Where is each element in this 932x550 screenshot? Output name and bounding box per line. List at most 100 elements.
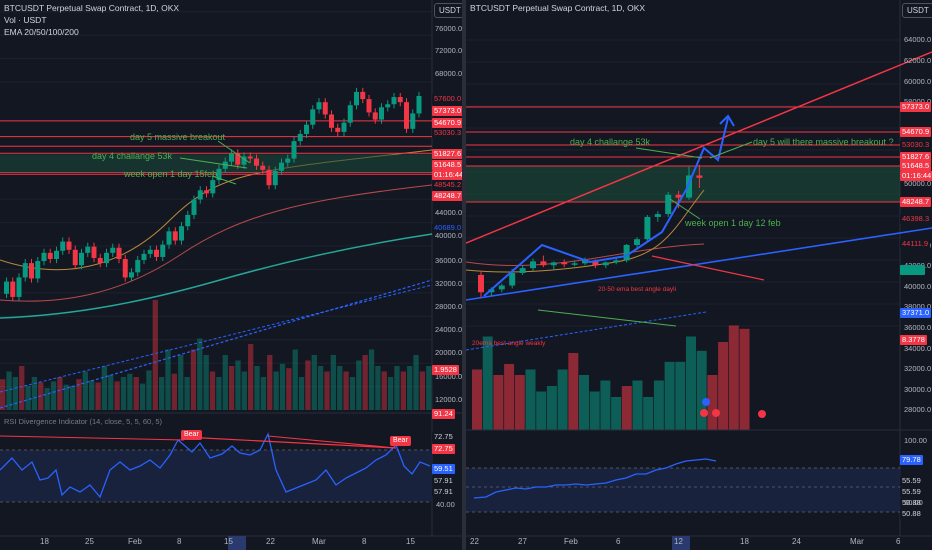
left-candle-body-0 [4, 281, 9, 294]
right-candle-body-12 [602, 262, 609, 266]
right-price-tick-1: 62000.0 [904, 56, 932, 65]
left-price-tick-2: 68000.0 [435, 69, 463, 78]
left-candle-body-9 [60, 241, 66, 251]
left-candle-body-2 [16, 277, 22, 297]
left-candle-body-26 [166, 231, 172, 245]
right-price-tag-6: 48248.7 [900, 197, 932, 207]
right-volume-bar-17 [653, 380, 664, 430]
right-event-icon-1 [700, 409, 708, 417]
left-volume-bar-16 [101, 366, 108, 410]
left-annot-arrow-1 [217, 140, 251, 164]
right-volume-bar-19 [675, 361, 686, 430]
left-chart-pane[interactable]: BTCUSDT Perpetual Swap Contract, 1D, OKX… [0, 0, 466, 550]
left-candle-body-51 [322, 102, 328, 115]
left-volume-bar-31 [197, 338, 203, 410]
left-candle-body-39 [247, 156, 253, 159]
left-vol-label: Vol · USDT [4, 15, 47, 25]
right-blue-arrowhead [719, 114, 735, 127]
left-volume-bar-13 [82, 371, 88, 410]
left-candle-body-54 [341, 122, 347, 132]
left-volume-bar-7 [44, 388, 50, 410]
right-chart-pane[interactable]: BTCUSDT Perpetual Swap Contract, 1D, OKX… [466, 0, 932, 550]
left-currency-button[interactable]: USDT [434, 3, 466, 18]
left-volume-bar-53 [337, 366, 343, 410]
left-candle-body-6 [41, 252, 47, 262]
left-trend-line [0, 284, 433, 393]
left-candle-body-8 [54, 250, 59, 259]
left-candle-body-62 [391, 97, 397, 105]
left-candle-body-30 [191, 199, 197, 215]
right-rsi-tick-1: 50.00 [904, 498, 923, 507]
right-volume-bar-21 [696, 350, 707, 430]
left-price-tag-6: 01:16:44 [432, 170, 466, 180]
right-x-selection [672, 536, 690, 550]
left-rsi-divergence-0 [0, 435, 185, 441]
left-volume-bar-8 [50, 381, 57, 410]
right-chart-canvas[interactable] [466, 0, 932, 550]
left-volume-bar-34 [216, 377, 222, 410]
left-price-tick-12: 12000.0 [435, 395, 463, 404]
left-volume-bar-47 [298, 377, 305, 410]
right-candle-body-0 [478, 274, 484, 293]
left-ema50-line [0, 184, 433, 302]
right-price-tag-0: 57373.0 [900, 102, 932, 112]
right-rsi-tag-2: 55.59 [900, 487, 923, 497]
left-volume-bar-2 [12, 377, 19, 410]
left-volume-bar-52 [330, 355, 337, 410]
left-volume-bar-57 [362, 355, 368, 410]
right-candle-body-20 [686, 175, 692, 198]
right-chart-title: BTCUSDT Perpetual Swap Contract, 1D, OKX [470, 3, 646, 13]
right-currency-button[interactable]: USDT [902, 3, 932, 18]
right-x-tick-5: 18 [740, 537, 749, 546]
right-rsi-band [466, 468, 900, 512]
left-price-tick-5: 40000.0 [435, 231, 463, 240]
right-price-tick-13: 28000.0 [904, 405, 932, 414]
pane-divider[interactable] [462, 0, 466, 550]
right-volume-bar-2 [493, 375, 504, 430]
right-annotation-week-open: week open 1 day 12 feb [685, 218, 781, 228]
right-volume-bar-16 [643, 397, 654, 430]
left-annotation-day4: day 4 challange 53k [92, 151, 173, 161]
right-x-tick-6: 24 [792, 537, 801, 546]
left-candle-body-5 [35, 261, 41, 279]
left-candle-body-65 [410, 113, 416, 129]
left-candle-body-13 [85, 246, 91, 253]
left-volume-bar-28 [178, 355, 184, 410]
right-x-tick-8: 6 [896, 537, 901, 546]
left-x-tick-7: 8 [362, 537, 367, 546]
left-price-tick-8: 28000.0 [435, 302, 463, 311]
left-rsi-divergence-2 [267, 435, 397, 449]
left-volume-bar-56 [356, 360, 362, 410]
right-event-icon-0 [702, 398, 710, 406]
left-ema-label: EMA 20/50/100/200 [4, 27, 79, 37]
right-candle-body-5 [530, 261, 536, 269]
left-volume-bar-42 [267, 355, 273, 410]
left-volume-bar-40 [254, 366, 260, 410]
left-volume-bar-43 [273, 371, 279, 410]
left-x-tick-2: Feb [128, 537, 142, 546]
left-candle-body-28 [179, 226, 184, 241]
left-annotation-day5: day 5 massive breakout [130, 132, 226, 142]
right-rsi-tick-0: 100.00 [904, 436, 927, 445]
left-price-tick-10: 20000.0 [435, 348, 463, 357]
left-volume-bar-33 [209, 371, 216, 410]
right-price-tick-3: 58000.0 [904, 97, 931, 107]
right-volume-bar-20 [686, 336, 696, 430]
right-candle-body-8 [561, 262, 568, 265]
left-chart-canvas[interactable] [0, 0, 462, 550]
left-volume-bar-27 [171, 373, 178, 410]
right-candle-body-1 [488, 289, 495, 293]
right-candle-body-7 [550, 262, 557, 266]
right-volume-bar-10 [579, 375, 589, 430]
right-price-tag-4: 51648.5 [900, 161, 932, 171]
right-volume-bar-5 [525, 369, 536, 430]
left-x-tick-4: 15 [224, 537, 233, 546]
left-price-tag-8: 48248.7 [432, 191, 464, 201]
left-candle-body-50 [316, 102, 322, 110]
left-volume-bar-10 [63, 384, 69, 410]
left-candle-body-36 [229, 153, 234, 162]
left-candle-body-37 [235, 153, 241, 165]
right-x-tick-0: 22 [470, 537, 479, 546]
right-candle-body-15 [634, 239, 640, 245]
right-volume-bar-14 [621, 386, 632, 430]
